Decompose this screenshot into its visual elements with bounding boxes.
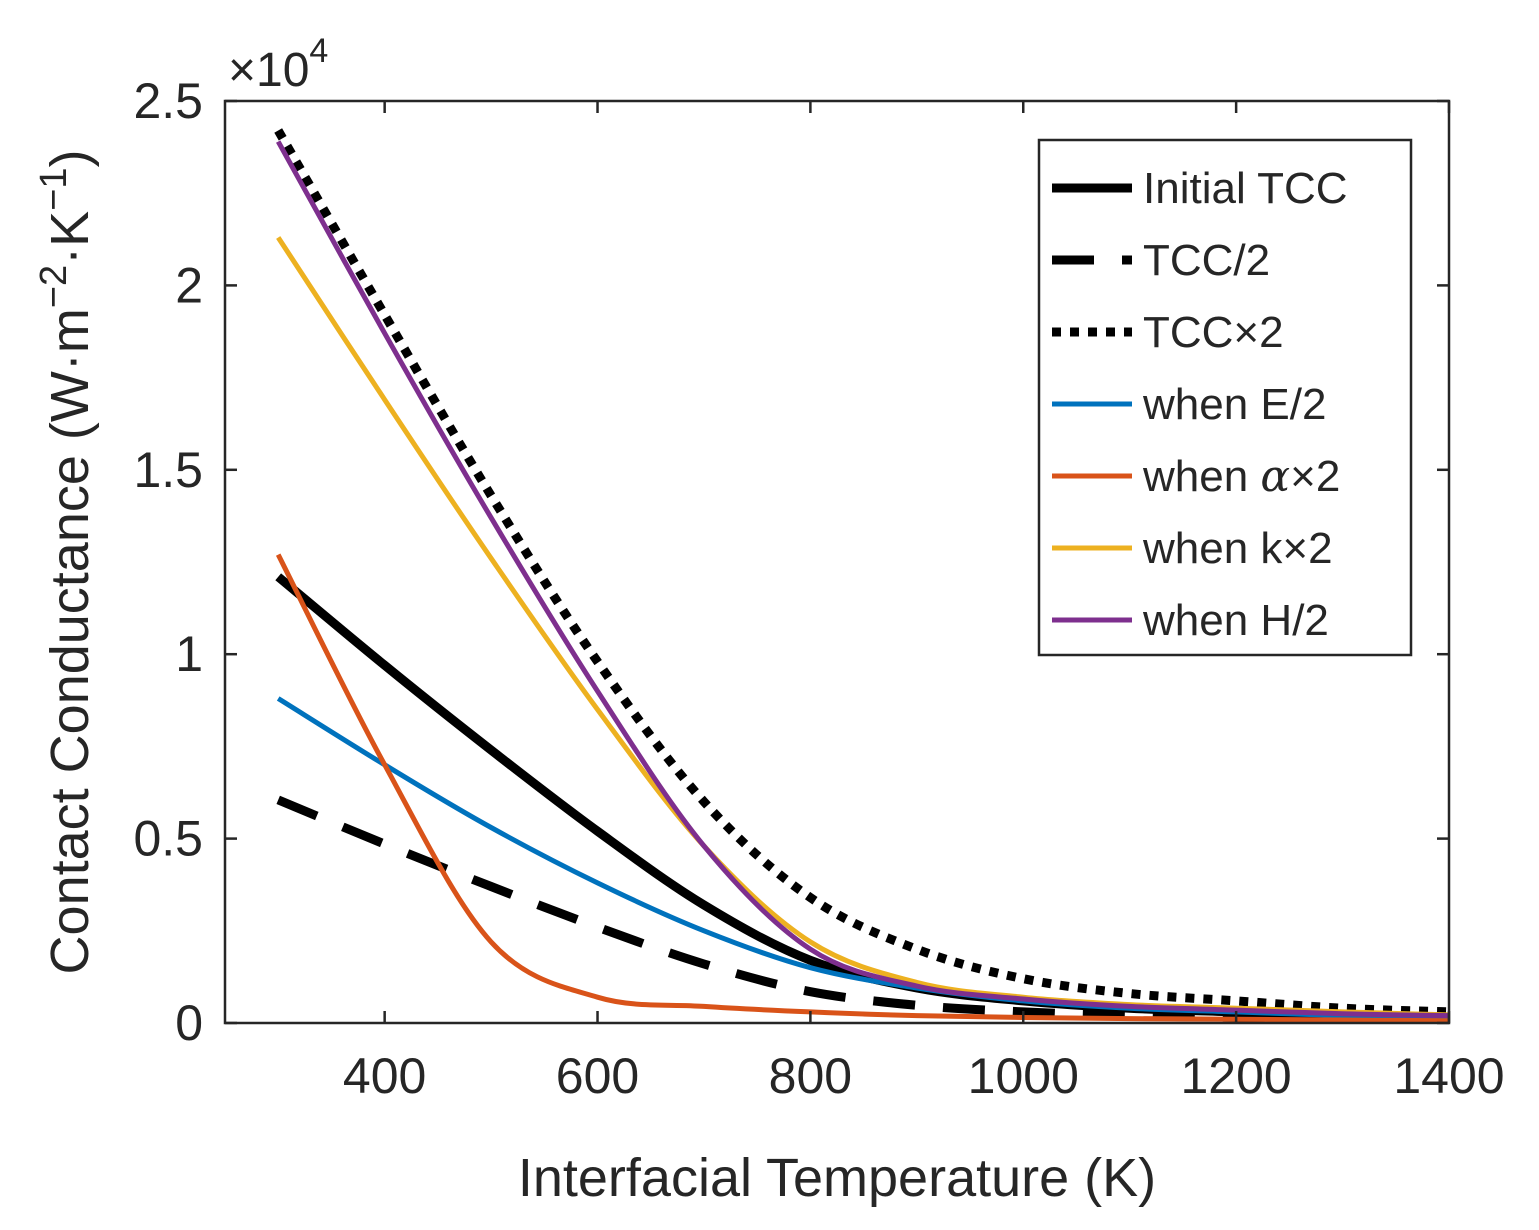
y-axis-label: Contact Conductance (W·m−2·K−1) xyxy=(33,150,100,975)
x-tick-label: 1000 xyxy=(968,1048,1079,1104)
legend-box xyxy=(1037,138,1413,657)
y-tick-label: 2.5 xyxy=(133,73,203,129)
y-tick-label: 0.5 xyxy=(133,811,203,867)
series-line-2 xyxy=(274,128,1449,1017)
x-tick-label: 1400 xyxy=(1393,1048,1504,1104)
axis-ticks xyxy=(225,99,1451,1025)
x-tick-label: 800 xyxy=(769,1048,852,1104)
y-tick-label: 2 xyxy=(175,257,203,313)
y-tick-label: 1.5 xyxy=(133,442,203,498)
x-tick-labels: 400 600 800 1000 1200 1400 xyxy=(343,1048,1505,1104)
x-axis-label: Interfacial Temperature (K) xyxy=(518,1148,1156,1208)
legend-label: when α×2 xyxy=(1142,451,1340,502)
legend-label: when k×2 xyxy=(1142,524,1333,573)
legend-label: when E/2 xyxy=(1142,380,1326,429)
plot-lines xyxy=(274,128,1449,1023)
series-line-6 xyxy=(276,140,1449,1019)
y-exponent-label: ×104 xyxy=(228,32,328,97)
x-tick-label: 400 xyxy=(343,1048,426,1104)
axes-box xyxy=(223,99,1451,1025)
y-tick-labels: 0 0.5 1 1.5 2 2.5 xyxy=(133,73,203,1051)
y-tick-label: 0 xyxy=(175,995,203,1051)
legend: Initial TCC TCC/2 TCC×2 when E/2 when α×2 whe… xyxy=(1037,138,1413,657)
legend-label: TCC/2 xyxy=(1143,236,1270,285)
y-tick-label: 1 xyxy=(175,626,203,682)
legend-label: Initial TCC xyxy=(1143,164,1348,213)
x-tick-label: 1200 xyxy=(1181,1048,1292,1104)
legend-label: when H/2 xyxy=(1142,596,1329,645)
x-tick-label: 600 xyxy=(556,1048,639,1104)
series-line-1 xyxy=(276,795,1449,1023)
legend-label: TCC×2 xyxy=(1143,308,1284,357)
